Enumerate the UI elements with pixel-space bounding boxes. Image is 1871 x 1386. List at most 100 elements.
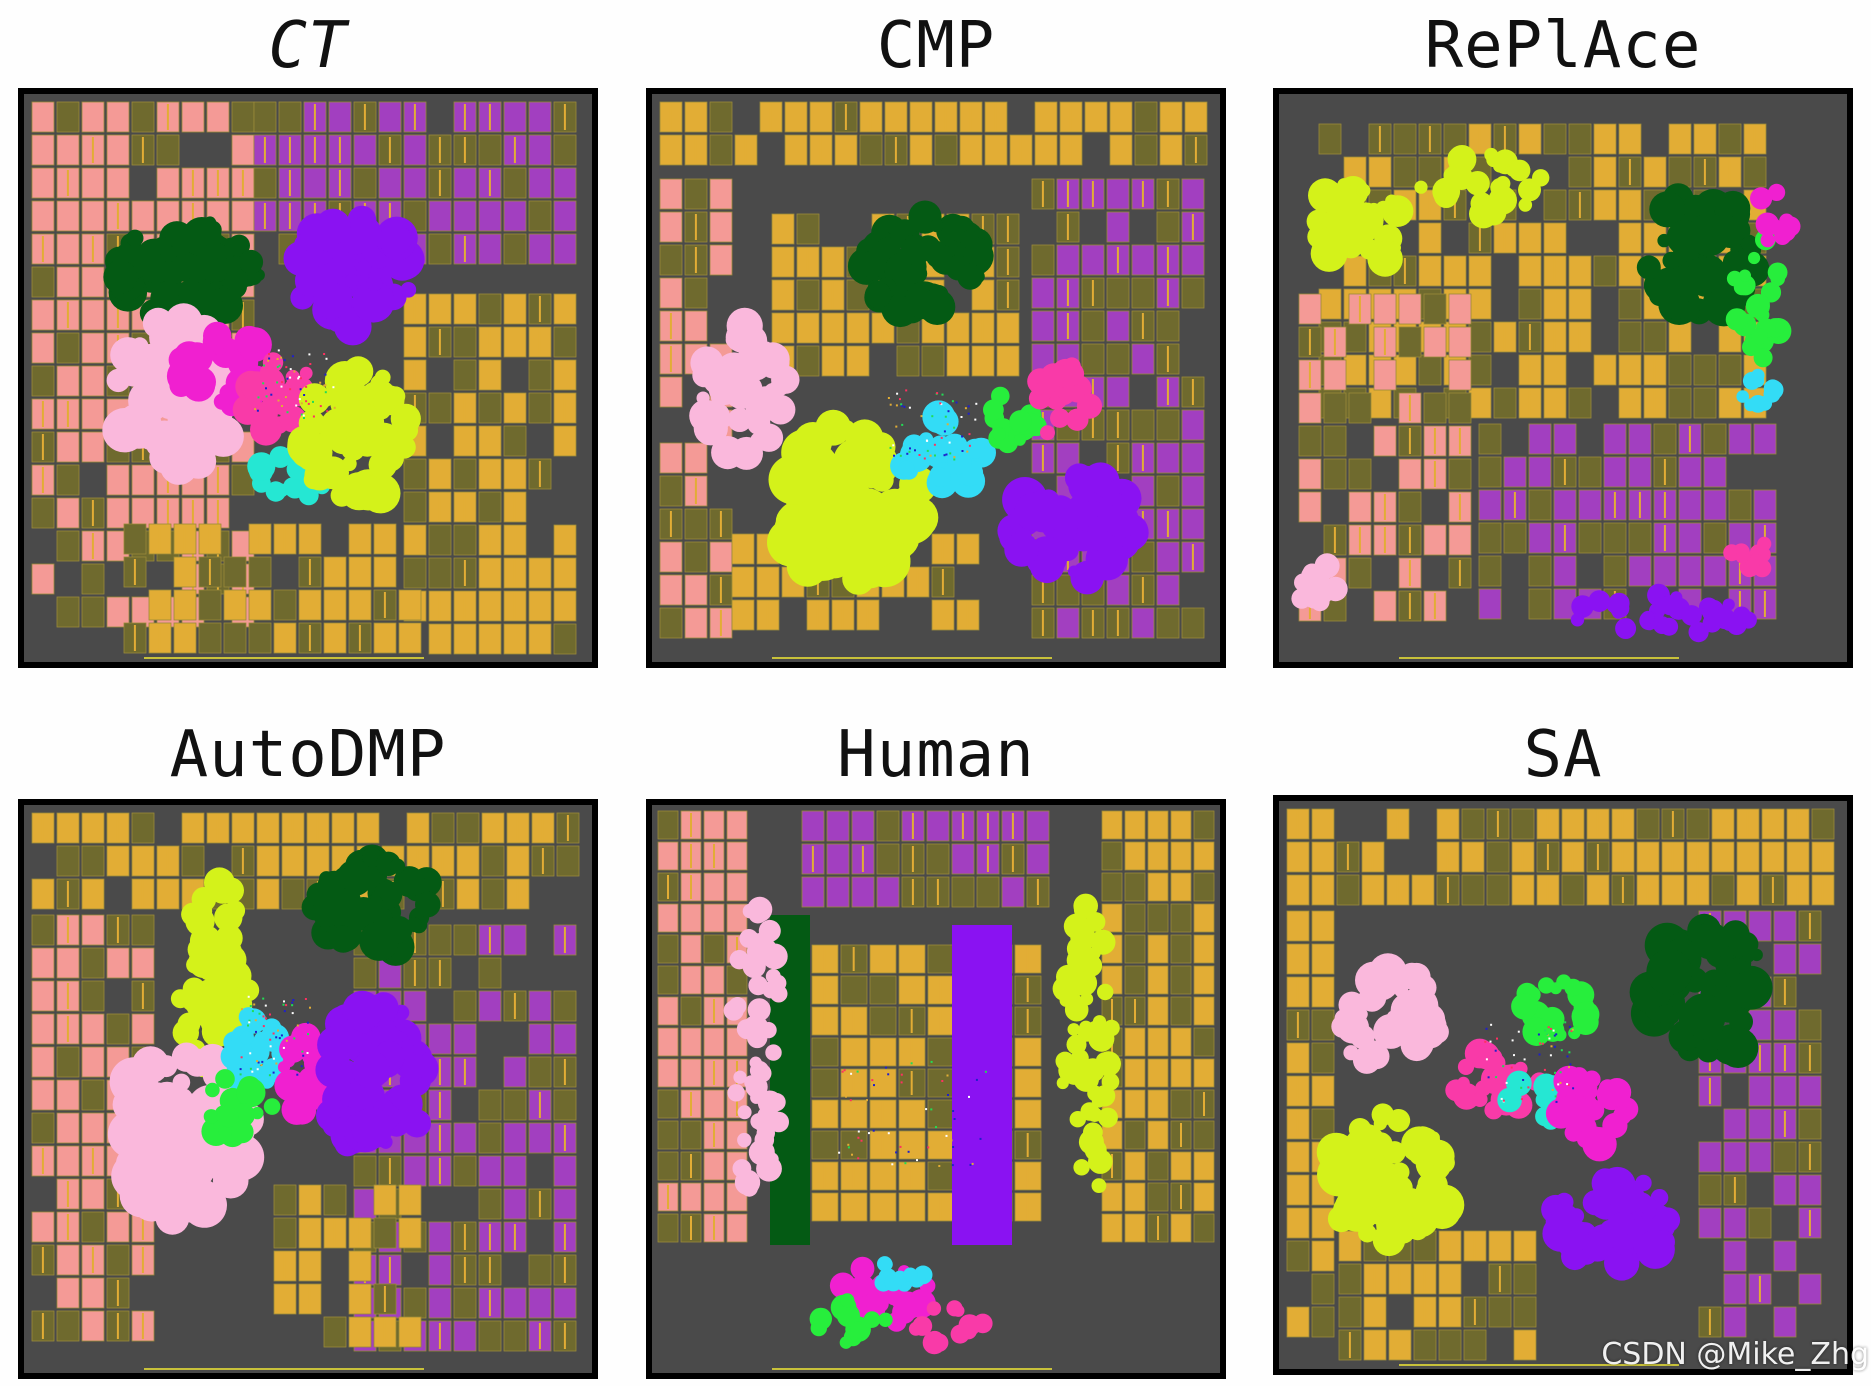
macro-pin-stripe	[388, 203, 391, 229]
net-speckle	[272, 1032, 275, 1035]
macro-block	[106, 167, 130, 199]
std-cell-cluster	[204, 1109, 219, 1124]
std-cell-cluster	[1717, 1027, 1759, 1068]
macro-pin-stripe	[1019, 137, 1022, 163]
std-cell-cluster	[1088, 1149, 1113, 1174]
macro-pin-stripe	[513, 993, 516, 1019]
net-speckle	[276, 365, 279, 368]
net-speckle	[941, 393, 944, 396]
macro-block	[1034, 134, 1058, 166]
macro-block	[131, 1013, 155, 1045]
macro-block	[528, 1287, 552, 1319]
std-cell-cluster	[1433, 183, 1459, 208]
macro-pin-stripe	[1458, 494, 1461, 520]
std-cell-cluster	[1613, 1106, 1632, 1125]
net-speckle	[1550, 1027, 1552, 1030]
macro-block	[81, 845, 105, 877]
placement-layout	[646, 88, 1226, 668]
macro-block	[703, 1151, 725, 1181]
macro-pin-stripe	[438, 137, 441, 163]
macro-pin-stripe	[1321, 877, 1324, 903]
macro-block	[248, 622, 272, 654]
std-cell-cluster	[118, 1117, 148, 1147]
macro-block	[528, 1056, 552, 1088]
macro-block	[709, 211, 733, 243]
macro-pin-stripe	[1553, 258, 1556, 284]
std-cell-cluster	[131, 1046, 170, 1084]
macro-pin-stripe	[438, 1092, 441, 1118]
macro-block	[771, 213, 795, 245]
macro-block	[1318, 288, 1342, 320]
net-speckle	[296, 1024, 299, 1027]
macro-pin-stripe	[1808, 1144, 1811, 1170]
std-cell-cluster	[1742, 371, 1761, 390]
macro-block	[56, 431, 80, 463]
macro-block	[478, 1320, 502, 1352]
macro-block	[1448, 293, 1472, 325]
macro-pin-stripe	[463, 104, 466, 130]
macro-block	[1124, 872, 1146, 902]
macro-block	[1478, 489, 1502, 521]
macro-block	[1798, 1273, 1822, 1305]
macro-block	[81, 1112, 105, 1144]
std-cell-cluster	[170, 352, 201, 383]
net-speckle	[296, 1073, 299, 1076]
std-cell-cluster	[1349, 218, 1377, 245]
macro-block	[56, 1112, 80, 1144]
std-cell-cluster	[850, 1256, 875, 1281]
macro-block	[328, 101, 352, 133]
std-cell-cluster	[1635, 1174, 1652, 1192]
macro-block	[1398, 326, 1422, 358]
macro-block	[1748, 1075, 1772, 1107]
macro-block	[1298, 392, 1322, 424]
placement-layout	[18, 799, 598, 1379]
macro-pin-stripe	[1671, 811, 1674, 837]
macro-pin-stripe	[541, 815, 544, 841]
macro-pin-stripe	[1446, 877, 1449, 903]
macro-block	[31, 1079, 55, 1111]
std-cell-cluster	[1655, 1004, 1675, 1024]
macro-pin-stripe	[1638, 492, 1641, 518]
macro-block	[528, 623, 552, 655]
macro-pin-stripe	[1771, 877, 1774, 903]
macro-block	[1318, 123, 1342, 155]
net-speckle	[1517, 1030, 1520, 1033]
macro-pin-stripe	[1157, 1030, 1159, 1054]
net-speckle	[265, 387, 267, 390]
macro-pin-stripe	[1141, 445, 1144, 471]
macro-block	[481, 845, 505, 877]
macro-pin-stripe	[338, 170, 341, 196]
macro-block	[478, 557, 502, 589]
std-cell-cluster	[1103, 502, 1139, 539]
net-speckle	[971, 1162, 974, 1165]
macro-block	[528, 990, 552, 1022]
macro-block	[273, 622, 297, 654]
macro-block	[1170, 996, 1192, 1026]
panel-title: Human	[837, 718, 1035, 792]
macro-block	[56, 266, 80, 298]
std-cell-cluster	[1733, 931, 1759, 957]
net-speckle	[291, 355, 294, 358]
net-speckle	[1571, 1028, 1574, 1031]
macro-pin-stripe	[939, 1009, 942, 1033]
macro-block	[709, 134, 733, 166]
macro-block	[323, 1184, 347, 1216]
std-cell-cluster	[1740, 236, 1756, 251]
net-speckle	[838, 1151, 841, 1154]
macro-block	[934, 134, 958, 166]
macro-pin-stripe	[388, 137, 391, 163]
std-cell-cluster	[880, 1258, 893, 1271]
net-speckle	[240, 1056, 243, 1059]
macro-pin-stripe	[713, 844, 715, 868]
macro-block	[1636, 808, 1660, 840]
macro-pin-stripe	[1141, 313, 1144, 339]
macro-block	[81, 332, 105, 364]
macro-block	[1147, 1182, 1169, 1212]
net-speckle	[969, 1163, 972, 1166]
std-cell-cluster	[1722, 598, 1735, 611]
macro-pin-stripe	[1180, 1154, 1182, 1178]
macro-pin-stripe	[538, 461, 541, 487]
net-speckle	[856, 1103, 859, 1106]
macro-block	[56, 497, 80, 529]
macro-pin-stripe	[1653, 390, 1656, 416]
